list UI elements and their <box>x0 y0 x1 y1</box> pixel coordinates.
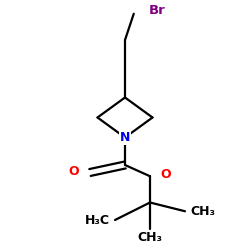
Text: O: O <box>160 168 170 181</box>
Text: Br: Br <box>149 4 166 16</box>
Text: N: N <box>120 131 130 144</box>
Text: CH₃: CH₃ <box>138 231 162 244</box>
Text: H₃C: H₃C <box>85 214 110 226</box>
Text: O: O <box>68 165 79 178</box>
Text: CH₃: CH₃ <box>190 205 215 218</box>
